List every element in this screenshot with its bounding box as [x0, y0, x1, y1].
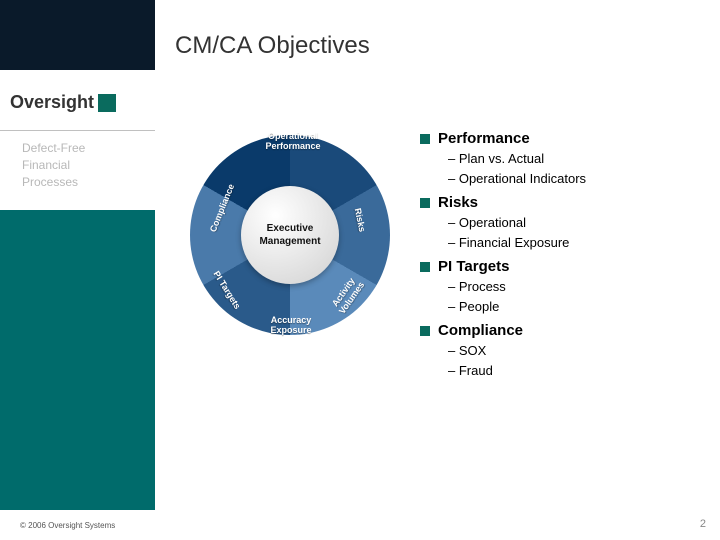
logo: Oversight [10, 92, 116, 113]
objectives-list: Performance Plan vs. Actual Operational … [420, 130, 700, 386]
sub-list: Plan vs. Actual Operational Indicators [420, 149, 700, 188]
sub-item: Plan vs. Actual [448, 149, 700, 169]
footer-copyright: © 2006 Oversight Systems [20, 521, 115, 530]
section-title-text: Risks [438, 194, 478, 211]
section-title-text: Compliance [438, 322, 523, 339]
section-title: Risks [420, 194, 700, 211]
section-title: Compliance [420, 322, 700, 339]
bullet-square-icon [420, 326, 430, 336]
page-title: CM/CA Objectives [175, 32, 370, 60]
list-section: PI Targets Process People [420, 258, 700, 316]
footer-page-number: 2 [700, 518, 706, 530]
sub-list: Process People [420, 277, 700, 316]
wheel-segment-label: Operational Performance [258, 131, 328, 151]
section-title-text: PI Targets [438, 258, 509, 275]
tagline-line: Financial [22, 157, 85, 174]
tagline: Defect-Free Financial Processes [22, 140, 85, 190]
sidebar-teal-bar [0, 210, 155, 510]
list-section: Performance Plan vs. Actual Operational … [420, 130, 700, 188]
sub-item: People [448, 297, 700, 317]
corner-dark-block [0, 0, 155, 70]
list-section: Risks Operational Financial Exposure [420, 194, 700, 252]
tagline-line: Defect-Free [22, 140, 85, 157]
sub-item: Fraud [448, 361, 700, 381]
logo-text: Oversight [10, 92, 94, 113]
sub-item: Operational [448, 213, 700, 233]
wheel-segment-label: Accuracy Exposure [256, 315, 326, 335]
wheel-center: Executive Management [241, 186, 339, 284]
sub-item: Financial Exposure [448, 233, 700, 253]
bullet-square-icon [420, 262, 430, 272]
wheel-center-line1: Executive [267, 222, 314, 235]
logo-mark-icon [98, 94, 116, 112]
bullet-square-icon [420, 198, 430, 208]
sub-item: SOX [448, 341, 700, 361]
sub-item: Process [448, 277, 700, 297]
sub-list: Operational Financial Exposure [420, 213, 700, 252]
section-title-text: Performance [438, 130, 530, 147]
sidebar-divider [0, 130, 155, 131]
list-section: Compliance SOX Fraud [420, 322, 700, 380]
sub-list: SOX Fraud [420, 341, 700, 380]
wheel-center-line2: Management [259, 235, 320, 248]
section-title: PI Targets [420, 258, 700, 275]
tagline-line: Processes [22, 174, 85, 191]
bullet-square-icon [420, 134, 430, 144]
section-title: Performance [420, 130, 700, 147]
sub-item: Operational Indicators [448, 169, 700, 189]
wheel-diagram: Executive Management Operational Perform… [180, 125, 400, 345]
